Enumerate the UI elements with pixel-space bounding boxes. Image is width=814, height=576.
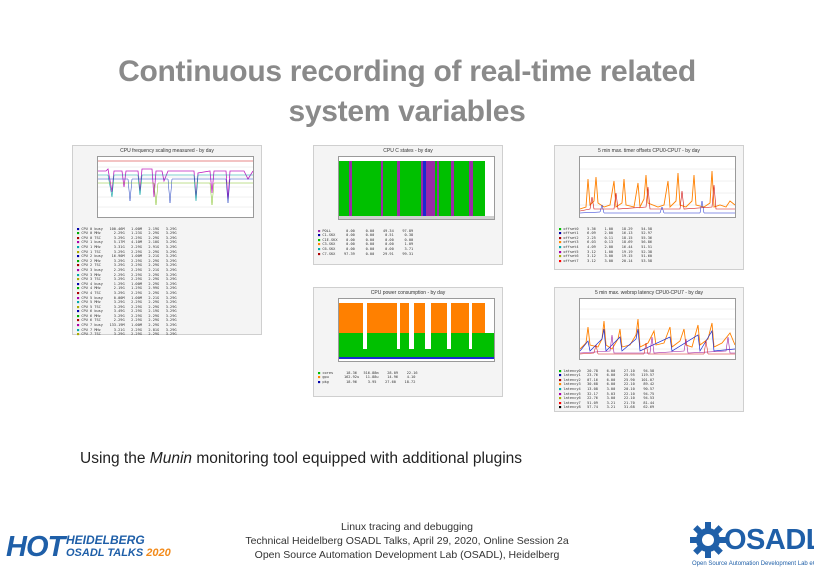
- osadl-gear-icon: [690, 522, 726, 558]
- webrsp-latency-legend: ■ latency0 20.78 6.00 27.10 94.58 ■ late…: [559, 368, 655, 410]
- hot-logo-line1: HEIDELBERG: [66, 533, 145, 547]
- hot-talks-logo: HOT HEIDELBERG OSADL TALKS 2020: [6, 532, 184, 562]
- slide-caption: Using the Munin monitoring tool equipped…: [80, 450, 523, 467]
- cpu-frequency-legend: ■ CPU 0 busy 100.46M 1.00M 2.19G 3.29G ■…: [77, 226, 177, 337]
- cpu-power-graph-panel[interactable]: CPU power consumption - by day ■ cores 1…: [313, 287, 503, 397]
- cpu-cstates-graph-panel[interactable]: CPU C states - by day ■ POLL 0.00 0.00 4…: [313, 145, 503, 265]
- timer-offsets-chart: [579, 168, 736, 214]
- hot-logo-line2: OSADL TALKS 2020: [66, 547, 171, 559]
- footer-line-2: Technical Heidelberg OSADL Talks, April …: [245, 535, 569, 547]
- cpu-frequency-plot: [97, 156, 254, 218]
- cpu-frequency-graph-title: CPU frequency scaling measured - by day: [120, 148, 214, 154]
- cpu-power-plot: [338, 298, 495, 362]
- webrsp-latency-chart: [579, 308, 736, 355]
- slide-footer: Linux tracing and debugging Technical He…: [214, 520, 600, 562]
- timer-offsets-plot: [579, 156, 736, 218]
- osadl-logo-text: OSADL: [724, 524, 814, 556]
- webrsp-latency-plot: [579, 298, 736, 360]
- timer-offsets-graph-panel[interactable]: 5 min max. timer offsets CPU0-CPU7 - by …: [554, 145, 744, 270]
- timer-offsets-graph-title: 5 min max. timer offsets CPU0-CPU7 - by …: [598, 148, 700, 154]
- cpu-frequency-graph-panel[interactable]: CPU frequency scaling measured - by day …: [72, 145, 262, 337]
- hot-logo-mark: HOT: [6, 531, 65, 563]
- cpu-cstates-chart: [339, 161, 494, 219]
- slide-title-line2: system variables: [288, 95, 526, 128]
- cpu-power-legend: ■ cores 18.36 516.88m 28.09 22.16 ■ gpu …: [318, 370, 418, 384]
- cpu-cstates-plot: [338, 156, 495, 220]
- cpu-power-graph-title: CPU power consumption - by day: [370, 290, 446, 296]
- cpu-frequency-chart: [98, 160, 254, 208]
- slide-title-line1: Continuous recording of real-time relate…: [118, 55, 696, 88]
- footer-line-1: Linux tracing and debugging: [341, 521, 473, 533]
- timer-offsets-legend: ■ offset0 5.36 1.00 18.29 54.58 ■ offset…: [559, 226, 653, 263]
- slide-title: Continuous recording of real-time relate…: [0, 52, 814, 132]
- webrsp-latency-graph-panel[interactable]: 5 min max. webrsp latency CPU0-CPU7 - by…: [554, 287, 744, 412]
- osadl-logo: OSADL Open Source Automation Development…: [690, 522, 814, 570]
- cpu-cstates-graph-title: CPU C states - by day: [383, 148, 433, 154]
- cpu-cstates-legend: ■ POLL 0.00 0.00 49.34 97.89 ■ C1-SKX 0.…: [318, 228, 414, 256]
- webrsp-latency-graph-title: 5 min max. webrsp latency CPU0-CPU7 - by…: [594, 290, 704, 296]
- osadl-logo-tagline: Open Source Automation Development Lab e…: [692, 561, 814, 567]
- footer-line-3: Open Source Automation Development Lab (…: [254, 549, 560, 561]
- munin-name: Munin: [149, 450, 193, 467]
- cpu-power-chart: [339, 303, 494, 359]
